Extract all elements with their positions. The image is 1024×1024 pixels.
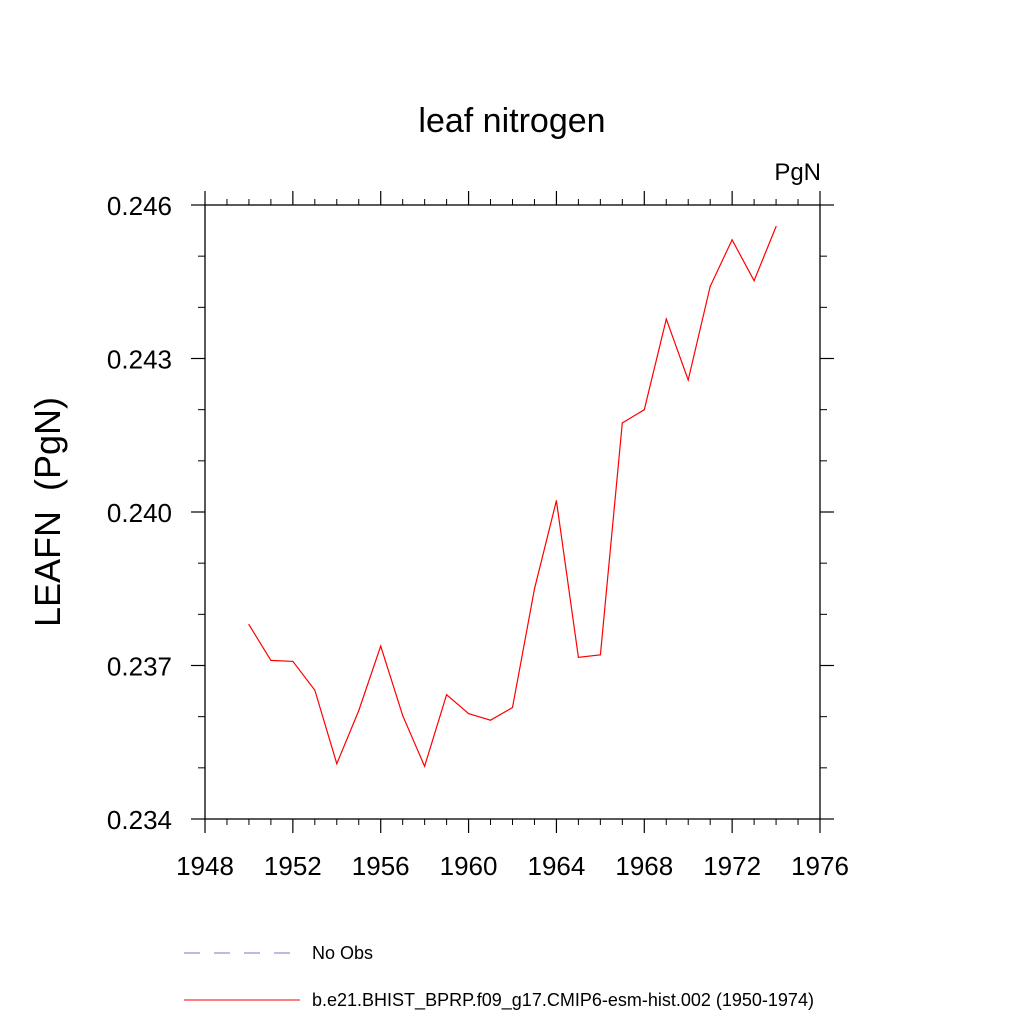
data-point — [467, 712, 470, 715]
units-label: PgN — [774, 159, 821, 186]
data-point — [511, 706, 514, 709]
data-point — [489, 719, 492, 721]
x-tick-label: 1964 — [528, 851, 586, 881]
data-point — [248, 623, 250, 626]
y-tick-label: 0.240 — [107, 498, 172, 528]
data-point — [709, 285, 711, 287]
y-axis: 0.234 0.237 0.240 0.243 0.246 — [107, 191, 834, 835]
data-point — [380, 645, 382, 647]
data-point — [314, 689, 316, 691]
data-point — [643, 409, 645, 411]
data-point — [665, 318, 667, 320]
x-tick-label: 1968 — [615, 851, 673, 881]
data-point — [336, 763, 338, 765]
y-tick-label: 0.246 — [107, 191, 172, 221]
data-point — [555, 500, 558, 502]
x-tick-label: 1956 — [352, 851, 410, 881]
series-line — [248, 226, 777, 769]
series-layer — [248, 225, 777, 769]
y-tick-label: 0.243 — [107, 345, 172, 375]
data-point — [731, 239, 733, 241]
legend-label-model: b.e21.BHIST_BPRP.f09_g17.CMIP6-esm-hist.… — [312, 990, 814, 1011]
x-axis: 1948 1952 1956 1960 1964 1968 1972 1976 — [176, 191, 849, 881]
chart-title: leaf nitrogen — [418, 102, 605, 140]
data-point — [599, 654, 601, 656]
x-tick-label: 1976 — [791, 851, 849, 881]
data-point — [621, 422, 623, 424]
x-tick-label: 1948 — [176, 851, 234, 881]
legend: No Obs b.e21.BHIST_BPRP.f09_g17.CMIP6-es… — [184, 943, 814, 1011]
data-point — [446, 694, 448, 696]
data-point — [775, 225, 777, 228]
data-point — [577, 656, 579, 658]
data-point — [292, 660, 294, 663]
y-tick-label: 0.237 — [107, 652, 172, 682]
x-tick-label: 1952 — [264, 851, 322, 881]
x-tick-label: 1972 — [703, 851, 761, 881]
data-point — [533, 588, 536, 590]
plot-frame — [204, 204, 821, 820]
y-axis-label: LEAFN (PgN) — [27, 397, 68, 627]
data-point — [753, 280, 755, 282]
data-point — [424, 765, 426, 767]
data-point — [402, 715, 404, 717]
legend-label-no-obs: No Obs — [312, 943, 373, 963]
data-point — [358, 709, 360, 712]
data-point — [270, 659, 272, 661]
x-tick-label: 1960 — [440, 851, 498, 881]
data-point — [687, 379, 689, 381]
y-tick-label: 0.234 — [107, 805, 172, 835]
